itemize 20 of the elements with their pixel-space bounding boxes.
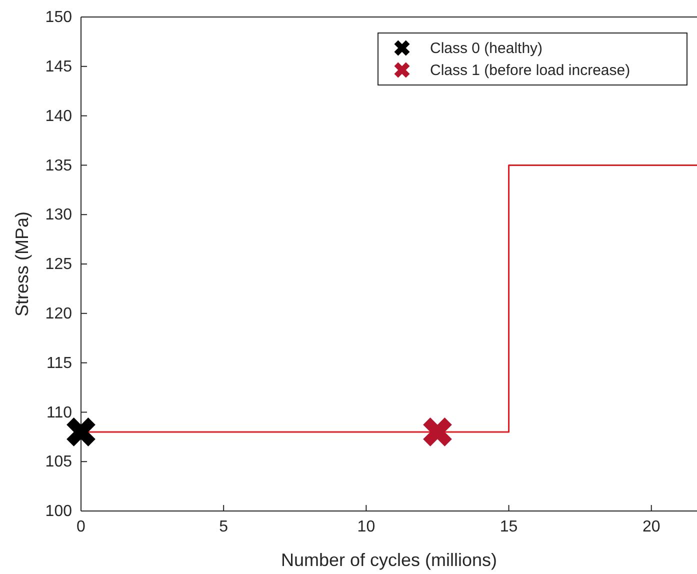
y-tick-label: 130 [45, 206, 72, 224]
y-tick-label: 150 [45, 9, 72, 26]
x-axis-title: Number of cycles (millions) [280, 550, 498, 570]
y-tick-label: 140 [45, 108, 72, 125]
y-tick-label: 110 [46, 404, 72, 422]
legend-label: Class 0 (healthy) [430, 40, 543, 57]
y-tick-label: 115 [46, 354, 72, 372]
legend-label: Class 1 (before load increase) [430, 62, 630, 79]
x-tick-label: 20 [642, 518, 660, 536]
y-tick-label: 105 [45, 454, 72, 471]
x-tick-label: 0 [76, 518, 86, 536]
y-axis-title: Stress (MPa) [12, 211, 32, 317]
x-tick-label: 5 [219, 518, 228, 536]
x-tick-label: 15 [500, 518, 518, 536]
y-tick-label: 100 [45, 503, 72, 520]
y-tick-label: 120 [45, 306, 72, 323]
y-tick-label: 145 [45, 58, 72, 76]
x-tick-label: 10 [357, 518, 376, 536]
y-tick-label: 125 [45, 256, 72, 274]
y-tick-label: 135 [45, 157, 72, 174]
